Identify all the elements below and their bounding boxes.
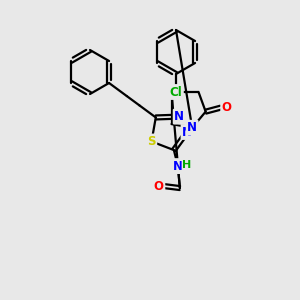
Text: N: N xyxy=(187,121,197,134)
Text: N: N xyxy=(174,110,184,123)
Text: O: O xyxy=(222,101,232,114)
Text: Cl: Cl xyxy=(169,85,182,98)
Text: H: H xyxy=(182,160,191,170)
Text: S: S xyxy=(147,135,156,148)
Text: N: N xyxy=(173,160,183,172)
Text: O: O xyxy=(154,180,164,193)
Text: N: N xyxy=(182,125,192,139)
